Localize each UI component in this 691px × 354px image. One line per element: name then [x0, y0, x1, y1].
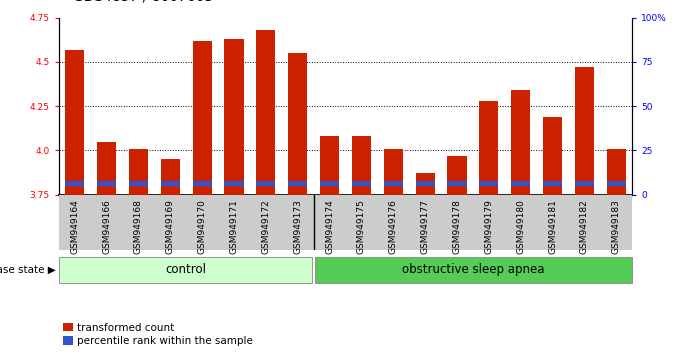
- Bar: [59, 257, 312, 283]
- Bar: [161, 159, 180, 195]
- Bar: [225, 39, 243, 195]
- Text: disease state ▶: disease state ▶: [0, 265, 55, 275]
- Bar: [288, 53, 307, 195]
- Bar: [193, 181, 211, 186]
- Bar: [480, 181, 498, 186]
- Text: obstructive sleep apnea: obstructive sleep apnea: [401, 263, 545, 276]
- Text: GSM949180: GSM949180: [516, 199, 525, 254]
- Text: GSM949181: GSM949181: [548, 199, 557, 254]
- Bar: [480, 101, 498, 195]
- Text: GSM949178: GSM949178: [453, 199, 462, 254]
- Bar: [129, 149, 148, 195]
- Bar: [448, 156, 466, 195]
- Bar: [256, 30, 276, 195]
- Bar: [193, 41, 211, 195]
- Bar: [607, 149, 626, 195]
- Bar: [415, 181, 435, 186]
- Text: GSM949170: GSM949170: [198, 199, 207, 254]
- Bar: [161, 181, 180, 186]
- Text: GSM949166: GSM949166: [102, 199, 111, 254]
- Text: GSM949169: GSM949169: [166, 199, 175, 254]
- Bar: [384, 181, 403, 186]
- Bar: [352, 136, 371, 195]
- Bar: [129, 181, 148, 186]
- Bar: [65, 50, 84, 195]
- Bar: [225, 181, 243, 186]
- Bar: [448, 181, 466, 186]
- Text: GSM949179: GSM949179: [484, 199, 493, 254]
- Bar: [97, 181, 116, 186]
- Bar: [320, 136, 339, 195]
- Text: GSM949174: GSM949174: [325, 199, 334, 254]
- Text: GSM949173: GSM949173: [293, 199, 302, 254]
- Text: GSM949183: GSM949183: [612, 199, 621, 254]
- Legend: transformed count, percentile rank within the sample: transformed count, percentile rank withi…: [59, 319, 258, 350]
- Bar: [315, 257, 632, 283]
- Bar: [575, 181, 594, 186]
- Bar: [256, 181, 276, 186]
- Text: GSM949177: GSM949177: [421, 199, 430, 254]
- Bar: [352, 181, 371, 186]
- Bar: [575, 67, 594, 195]
- Bar: [543, 117, 562, 195]
- Bar: [511, 90, 530, 195]
- Text: GSM949164: GSM949164: [70, 199, 79, 254]
- Bar: [288, 181, 307, 186]
- Text: GSM949171: GSM949171: [229, 199, 238, 254]
- Bar: [320, 181, 339, 186]
- Text: GSM949172: GSM949172: [261, 199, 270, 254]
- Text: GDS4857 / 8007603: GDS4857 / 8007603: [73, 0, 213, 4]
- Text: GSM949182: GSM949182: [580, 199, 589, 254]
- Bar: [384, 149, 403, 195]
- Bar: [415, 173, 435, 195]
- Text: control: control: [166, 263, 207, 276]
- Bar: [543, 181, 562, 186]
- Text: GSM949168: GSM949168: [134, 199, 143, 254]
- Bar: [511, 181, 530, 186]
- Bar: [607, 181, 626, 186]
- Text: GSM949176: GSM949176: [389, 199, 398, 254]
- Bar: [97, 142, 116, 195]
- Bar: [65, 181, 84, 186]
- Text: GSM949175: GSM949175: [357, 199, 366, 254]
